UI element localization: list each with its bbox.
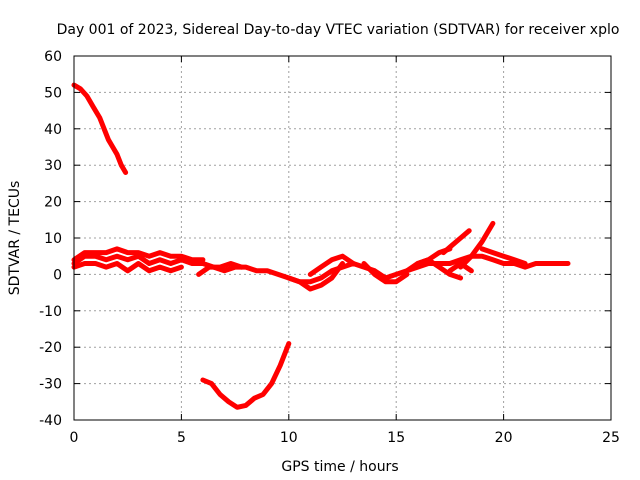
x-axis-label: GPS time / hours <box>281 459 398 475</box>
series-arc-rise-19 <box>458 220 496 270</box>
x-tick-label: 10 <box>280 430 298 446</box>
y-tick-label: 40 <box>44 122 62 138</box>
series-arc-drop-17 <box>415 257 464 281</box>
y-tick-label: 60 <box>44 49 62 65</box>
series-band-upper <box>71 246 206 263</box>
series-arc-low <box>200 341 292 410</box>
x-tick-label: 20 <box>495 430 513 446</box>
y-tick-label: -10 <box>39 304 62 320</box>
series-band-lower <box>71 261 184 274</box>
y-tick-label: 0 <box>53 267 62 283</box>
y-axis-label: SDTVAR / TECUs <box>7 181 23 296</box>
y-tick-label: 30 <box>44 158 62 174</box>
x-tick-label: 5 <box>177 430 186 446</box>
chart-title: Day 001 of 2023, Sidereal Day-to-day VTE… <box>57 22 620 38</box>
y-tick-label: 50 <box>44 85 62 101</box>
x-tick-label: 25 <box>602 430 620 446</box>
y-tick-label: 10 <box>44 231 62 247</box>
y-tick-label: -20 <box>39 340 62 356</box>
series-band-main <box>71 253 571 285</box>
series-arc-rise-18 <box>441 228 472 256</box>
x-tick-label: 0 <box>70 430 79 446</box>
x-tick-label: 15 <box>387 430 405 446</box>
series-arc-dip-11 <box>286 261 345 292</box>
series-arc-dip-6 <box>196 261 244 277</box>
ticks <box>73 55 612 421</box>
series-layer <box>71 82 571 410</box>
y-tick-labels: -40 -30 -20 -10 0 10 20 30 40 50 60 <box>39 49 62 429</box>
y-tick-label: -40 <box>39 413 62 429</box>
series-arc-bump-12 <box>307 253 356 277</box>
x-tick-labels: 0 5 10 15 20 25 <box>70 430 620 446</box>
grid <box>74 56 611 420</box>
series-arc-high <box>71 82 129 175</box>
series-arc-dip-14 <box>361 261 410 285</box>
y-tick-label: -30 <box>39 377 62 393</box>
series-arc-drop-20 <box>479 246 528 266</box>
y-tick-label: 20 <box>44 195 62 211</box>
series-arc-spike-18 <box>447 261 474 274</box>
